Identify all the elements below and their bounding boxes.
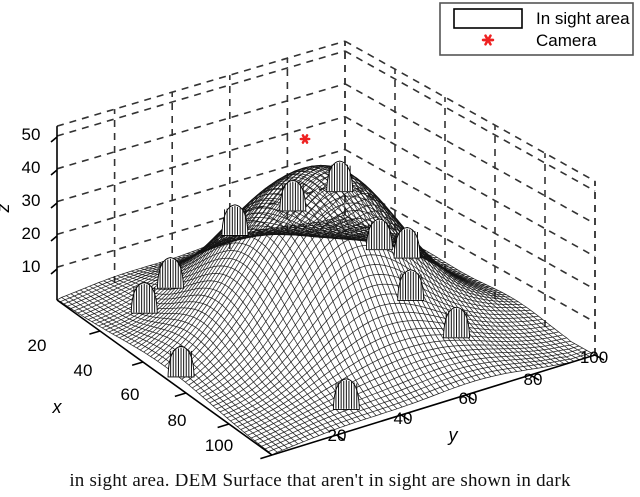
z-tick-label: 40 — [22, 158, 41, 177]
in-sight-patch — [326, 160, 354, 193]
x-tick-label: 60 — [121, 385, 140, 404]
x-tick-label: 80 — [168, 411, 187, 430]
in-sight-patch — [167, 345, 195, 378]
caption-text: in sight area. DEM Surface that aren't i… — [69, 474, 571, 491]
in-sight-patch — [393, 226, 421, 259]
in-sight-patch — [332, 378, 360, 410]
y-tick-label: 80 — [524, 370, 543, 389]
axis-labels: 20 40 60 80 100 20 40 60 80 100 10 20 30 40 50 x y z — [0, 125, 608, 455]
legend-item-in-sight-area[interactable]: In sight area — [453, 8, 630, 29]
z-tick-label: 10 — [22, 257, 41, 276]
in-sight-patch — [157, 257, 184, 289]
legend-item-camera[interactable]: Camera — [481, 31, 597, 50]
x-tick-label: 100 — [205, 436, 233, 455]
z-tick-label: 20 — [22, 224, 41, 243]
z-tick-label: 30 — [22, 191, 41, 210]
in-sight-area-patches — [130, 160, 470, 410]
in-sight-patch — [130, 282, 158, 314]
z-axis-label: z — [0, 204, 13, 214]
legend[interactable]: In sight area Camera — [439, 2, 634, 56]
camera-marker-icon[interactable] — [299, 134, 311, 144]
asterisk-icon — [481, 34, 495, 46]
x-tick-label: 40 — [74, 361, 93, 380]
y-axis-label: y — [447, 425, 459, 445]
axis-spines-and-ticks — [50, 126, 605, 460]
grid-lines — [56, 40, 596, 355]
x-axis-label: x — [52, 397, 63, 417]
y-tick-label: 20 — [328, 426, 347, 445]
y-tick-label: 40 — [394, 409, 413, 428]
in-sight-area-swatch-icon — [453, 8, 523, 29]
x-tick-label: 20 — [28, 336, 47, 355]
in-sight-patch — [443, 306, 470, 339]
y-tick-label: 60 — [459, 389, 478, 408]
in-sight-patch — [221, 204, 249, 236]
y-tick-label: 100 — [580, 348, 608, 367]
legend-label-camera: Camera — [536, 31, 597, 50]
legend-label-in-sight-area: In sight area — [536, 9, 630, 28]
in-sight-patch — [397, 269, 425, 301]
in-sight-patch — [279, 179, 307, 212]
figure-caption: in sight area. DEM Surface that aren't i… — [0, 474, 640, 497]
in-sight-patch — [365, 218, 393, 251]
z-tick-label: 50 — [22, 125, 41, 144]
camera-marker[interactable] — [299, 134, 311, 144]
